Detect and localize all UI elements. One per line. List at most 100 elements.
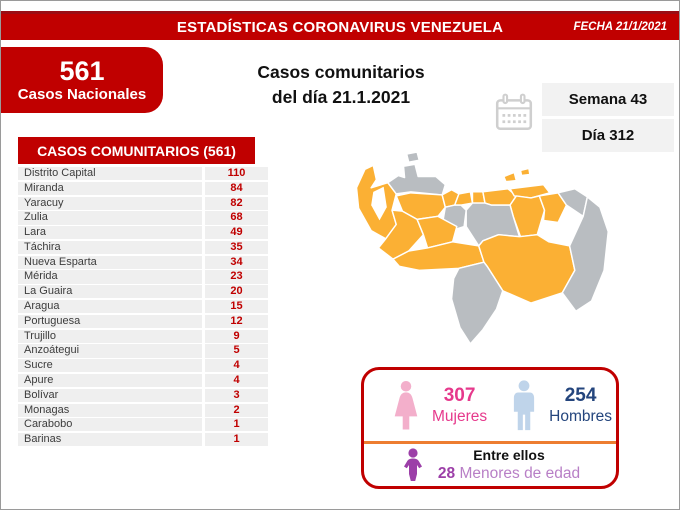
table-row: Distrito Capital 110: [18, 167, 268, 181]
state-name: Zulia: [18, 211, 202, 225]
female-icon: [394, 380, 418, 430]
calendar-icon: [495, 93, 533, 131]
male-group: 254 Hombres: [509, 379, 612, 432]
state-name: Distrito Capital: [18, 167, 202, 181]
state-cases: 82: [205, 196, 268, 210]
gender-breakdown-card: 307 Mujeres 254 Hombres: [361, 367, 619, 489]
male-icon: [514, 379, 535, 430]
state-cases: 34: [205, 255, 268, 269]
date-label: FECHA 21/1/2021: [573, 21, 667, 33]
table-row: Sucre 4: [18, 359, 268, 373]
subtitle: Casos comunitarios del día 21.1.2021: [206, 60, 476, 111]
state-name: Trujillo: [18, 329, 202, 343]
cases-table-header: CASOS COMUNITARIOS (561): [18, 137, 255, 164]
state-cases: 84: [205, 181, 268, 195]
table-row: Bolívar 3: [18, 388, 268, 402]
female-group: 307 Mujeres: [390, 380, 487, 432]
day-badge: Día 312: [542, 119, 674, 152]
minors-line: 28 Menores de edad: [438, 464, 580, 483]
state-name: Sucre: [18, 359, 202, 373]
male-count: 254: [564, 384, 597, 406]
map-region-paraguana: [405, 151, 420, 163]
state-name: Táchira: [18, 240, 202, 255]
female-stats: 307 Mujeres: [432, 385, 487, 426]
table-row: Monagas 2: [18, 403, 268, 417]
state-cases: 9: [205, 329, 268, 343]
female-count: 307: [443, 384, 476, 406]
child-icon: [403, 448, 422, 481]
national-cases-value: 561: [59, 56, 105, 87]
table-row: Aragua 15: [18, 300, 268, 314]
table-row: Nueva Esparta 34: [18, 255, 268, 269]
table-row: Apure 4: [18, 373, 268, 388]
male-label: Hombres: [549, 407, 613, 425]
minors-intro: Entre ellos: [473, 446, 545, 463]
state-name: Carabobo: [18, 418, 202, 432]
state-cases: 4: [205, 373, 268, 388]
table-row: Trujillo 9: [18, 329, 268, 343]
table-row: Portuguesa 12: [18, 314, 268, 328]
state-cases: 49: [205, 226, 268, 240]
national-cases-label: Casos Nacionales: [17, 85, 147, 103]
minors-row: Entre ellos 28 Menores de edad: [364, 444, 616, 486]
state-name: Aragua: [18, 300, 202, 314]
table-row: La Guaira 20: [18, 285, 268, 299]
state-cases: 110: [205, 167, 268, 181]
minors-count: 28: [437, 465, 456, 483]
minors-stats: Entre ellos 28 Menores de edad: [438, 447, 580, 484]
venezuela-map: [344, 149, 626, 353]
map-region-amazonas: [450, 261, 504, 345]
state-name: Barinas: [18, 433, 202, 447]
lake-maracaibo: [371, 186, 387, 221]
state-cases: 68: [205, 211, 268, 225]
gender-row: 307 Mujeres 254 Hombres: [364, 370, 616, 441]
table-row: Lara 49: [18, 226, 268, 240]
state-name: Nueva Esparta: [18, 255, 202, 269]
subtitle-line2: del día 21.1.2021: [271, 87, 411, 108]
state-name: Lara: [18, 226, 202, 240]
state-cases: 2: [205, 403, 268, 417]
table-row: Carabobo 1: [18, 418, 268, 432]
state-cases: 35: [205, 240, 268, 255]
male-stats: 254 Hombres: [549, 385, 612, 426]
state-cases: 20: [205, 285, 268, 299]
map-region-carabobo: [453, 191, 474, 206]
state-name: Mérida: [18, 270, 202, 284]
table-row: Zulia 68: [18, 211, 268, 225]
state-name: Anzoátegui: [18, 344, 202, 358]
minors-label: Menores de edad: [459, 465, 581, 483]
map-region-falcon: [387, 163, 447, 196]
state-cases: 23: [205, 270, 268, 284]
state-name: Portuguesa: [18, 314, 202, 328]
table-row: Yaracuy 82: [18, 196, 268, 210]
map-region-esequibo: [561, 196, 609, 312]
divider-line: [364, 441, 616, 444]
week-badge: Semana 43: [542, 83, 674, 116]
state-name: Bolívar: [18, 388, 202, 402]
table-row: Barinas 1: [18, 433, 268, 447]
state-name: Apure: [18, 373, 202, 388]
table-row: Mérida 23: [18, 270, 268, 284]
state-name: Miranda: [18, 181, 202, 195]
state-cases: 3: [205, 388, 268, 402]
cases-table-rows: Distrito Capital 110 Miranda 84 Yaracuy 82 Zul…: [18, 167, 268, 447]
table-row: Táchira 35: [18, 240, 268, 255]
page-title: ESTADÍSTICAS CORONAVIRUS VENEZUELA: [176, 18, 504, 36]
female-label: Mujeres: [432, 407, 488, 425]
map-region-nueva-esparta: [503, 167, 531, 183]
state-name: Monagas: [18, 403, 202, 417]
subtitle-line1: Casos comunitarios: [257, 62, 425, 82]
national-cases-card: 561 Casos Nacionales: [1, 47, 163, 113]
table-row: Anzoátegui 5: [18, 344, 268, 358]
state-name: Yaracuy: [18, 196, 202, 210]
header-banner: ESTADÍSTICAS CORONAVIRUS VENEZUELA FECHA…: [1, 11, 679, 40]
state-cases: 5: [205, 344, 268, 358]
state-cases: 1: [205, 418, 268, 432]
state-cases: 4: [205, 359, 268, 373]
state-cases: 12: [205, 314, 268, 328]
state-name: La Guaira: [18, 285, 202, 299]
table-row: Miranda 84: [18, 181, 268, 195]
state-cases: 15: [205, 300, 268, 314]
state-cases: 1: [205, 433, 268, 447]
